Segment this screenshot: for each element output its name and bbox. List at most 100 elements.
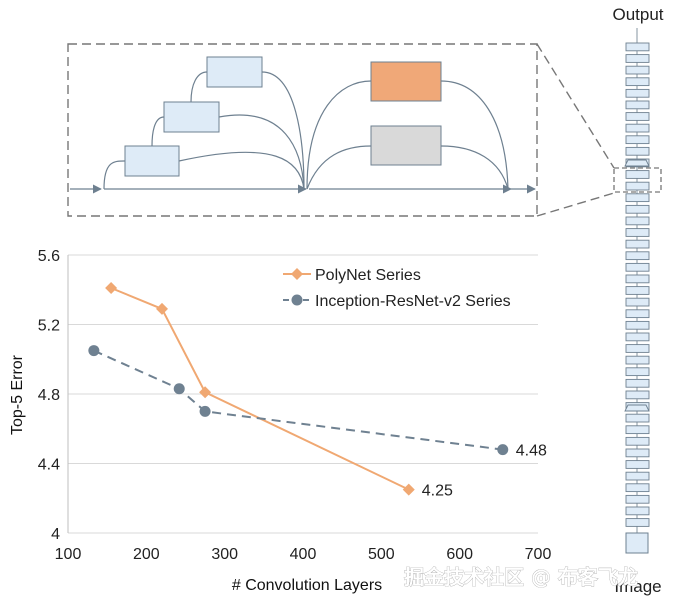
tower-block [625,378,650,388]
branch-curve [151,116,165,147]
tower-block [625,262,650,272]
tower-block [625,123,650,133]
error-chart: 4 4.4 4.8 5.2 5.6 100 200 300 400 500 600 700 Top-… [9,248,551,594]
tower-block [625,309,650,319]
tower-blocks [624,42,650,527]
tower-block [625,239,650,249]
tower-block [625,436,650,446]
tower-image-label: Image [614,577,661,596]
x-tick-label: 600 [446,546,473,563]
x-tick-label: 200 [133,546,160,563]
y-tick-label: 4.8 [38,387,60,404]
tower-block [625,88,650,98]
x-tick-label: 700 [525,546,552,563]
x-tick-label: 300 [211,546,238,563]
branch-curve [306,80,372,190]
series-layer: 4.25 4.48 [88,282,547,500]
series-line-polynet [110,287,410,491]
tower-zoom-marker [613,167,662,193]
data-label-polynet: 4.25 [422,483,453,500]
data-point-polynet [156,302,168,315]
data-point-inception [173,383,185,395]
tower-block [625,274,650,284]
y-tick-label: 4.4 [38,457,60,474]
y-axis-title: Top-5 Error [9,354,26,435]
zoom-connector-bottom [536,192,615,217]
data-point-polynet [199,386,212,399]
inception-block-2 [163,101,220,133]
tower-block [625,204,650,214]
data-point-inception [88,345,100,357]
tower-block [625,135,650,145]
branch-curve [178,151,305,190]
tower-block [625,297,650,307]
x-axis-title: # Convolution Layers [232,577,382,594]
tower-block [625,448,650,458]
data-point-inception [199,405,211,417]
branch-curve [190,71,208,103]
tower-block [625,332,650,342]
tower-block [625,251,650,261]
y-tick-label: 5.6 [38,248,60,265]
tower-output-label: Output [612,5,663,24]
branch-curve [103,160,126,190]
tower-block [625,170,650,179]
legend-label-polynet: PolyNet Series [315,267,421,284]
legend-marker-inception [291,294,303,306]
tower-block [625,320,650,330]
inception-block-1 [124,145,180,177]
tower-block [625,494,650,504]
y-axis-ticks: 4 4.4 4.8 5.2 5.6 [38,248,60,543]
tower-block [625,181,650,191]
data-label-inception: 4.48 [516,443,547,460]
tower-block [625,146,650,156]
tower-block [625,506,650,516]
x-tick-label: 500 [368,546,395,563]
tower-block [625,390,650,400]
tower-block [625,344,650,353]
tower-input-block [625,532,649,554]
tower-block [625,228,650,237]
branch-curve [440,80,509,190]
legend-marker-polynet [291,268,303,280]
tower-block [625,286,650,295]
tower-block [625,483,650,493]
tower-block [625,367,650,377]
branch-curve [440,145,509,190]
y-tick-label: 4 [51,526,60,543]
x-tick-label: 100 [55,546,82,563]
legend-label-inception: Inception-ResNet-v2 Series [315,293,511,310]
tower-block [625,471,650,481]
grid-lines [67,254,538,534]
gray-block [370,125,442,166]
tower-block [625,460,650,469]
x-axis-ticks: 100 200 300 400 500 600 700 [55,546,552,563]
inception-block-3 [206,56,263,88]
tower-block [625,65,650,75]
orange-block [370,61,442,102]
data-point-polynet [105,282,118,295]
branch-curve [218,114,305,190]
series-line-inception [93,349,503,451]
tower-reduction-block [624,404,650,412]
legend: PolyNet Series Inception-ResNet-v2 Serie… [283,267,511,310]
watermark: 掘金技术社区 @ 布客飞龙 [404,565,638,589]
tower-block [625,425,650,435]
tower-block [625,100,650,110]
zoom-frame [67,43,538,217]
data-point-inception [497,444,509,456]
tower-reduction-block [624,159,650,167]
branch-curve [306,145,372,190]
tower-block [625,112,650,121]
branch-curve [261,71,305,190]
x-tick-label: 400 [290,546,317,563]
y-tick-label: 5.2 [38,318,60,335]
block-diagram [67,43,615,217]
zoom-connector-top [536,43,615,169]
tower-block [625,193,650,203]
tower-block [625,355,650,365]
tower-block [625,216,650,226]
network-tower: Output Image [612,5,663,596]
tower-block [625,42,650,52]
